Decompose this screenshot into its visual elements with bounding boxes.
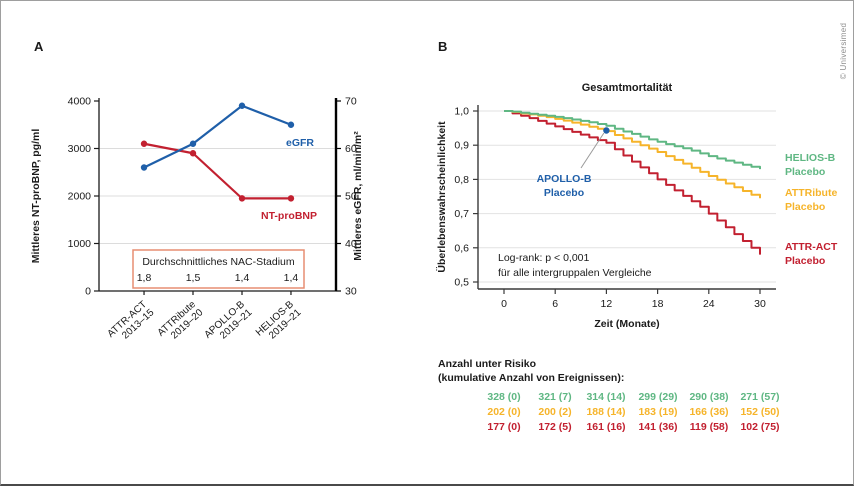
x-tick-label: 6 bbox=[552, 298, 558, 310]
legend-attribute: ATTRibute Placebo bbox=[785, 187, 837, 214]
panel-a-label: A bbox=[34, 39, 44, 54]
nac-stadium-value: 1,4 bbox=[284, 272, 299, 284]
risk-cell-ATTRibute-m24: 166 (36) bbox=[689, 406, 729, 418]
right-axis-title: Mittleres eGFR, ml/min/m² bbox=[352, 131, 364, 261]
left-tick-label: 2000 bbox=[68, 191, 92, 203]
left-tick-label: 1000 bbox=[68, 238, 92, 250]
panel-b-label: B bbox=[438, 39, 448, 54]
left-tick-label: 0 bbox=[85, 286, 91, 298]
series-point-eGFR bbox=[287, 121, 295, 128]
x-tick-label: 12 bbox=[601, 298, 613, 310]
series-point-NT-proBNP bbox=[140, 140, 148, 147]
y-tick-label: 0,6 bbox=[454, 242, 469, 254]
risk-cell-HELIOS-B-m18: 299 (29) bbox=[638, 391, 678, 403]
risk-cell-ATTR-ACT-m12: 161 (16) bbox=[586, 421, 626, 433]
chart-title: Gesamtmortalität bbox=[582, 82, 673, 94]
series-point-NT-proBNP bbox=[189, 150, 197, 157]
left-tick-label: 3000 bbox=[68, 143, 92, 155]
km-curve-ATTR-ACT bbox=[504, 110, 761, 255]
x-category-label: ATTRibute2019–20 bbox=[156, 299, 206, 347]
km-curve-ATTRibute bbox=[504, 110, 761, 199]
x-tick-label: 30 bbox=[754, 298, 766, 310]
series-point-eGFR bbox=[238, 102, 246, 109]
y-tick-label: 0,8 bbox=[454, 174, 469, 186]
legend-helios-b-placebo: Placebo bbox=[785, 165, 826, 178]
right-tick-label: 40 bbox=[345, 238, 357, 250]
x-tick-label: 0 bbox=[501, 298, 507, 310]
risk-cell-ATTRibute-m6: 200 (2) bbox=[538, 406, 572, 418]
left-axis-title: Mittleres NT-proBNP, pg/ml bbox=[30, 129, 42, 264]
risk-cell-ATTR-ACT-m30: 102 (75) bbox=[740, 421, 780, 433]
panel-b-chart: 1,0 0,9 0,8 0,7 0,6 0,5 0 6 12 18 24 30 Gesamtmortal… bbox=[435, 82, 776, 330]
y-tick-label: 0,9 bbox=[454, 140, 469, 152]
risk-cell-HELIOS-B-m24: 290 (38) bbox=[689, 391, 729, 403]
nac-stadium-box bbox=[132, 249, 305, 289]
left-tick-label: 4000 bbox=[68, 96, 92, 108]
risk-table-header-line2: (kumulative Anzahl von Ereignissen): bbox=[438, 372, 625, 384]
km-curve-HELIOS-B bbox=[504, 110, 761, 170]
x-axis-title: Zeit (Monate) bbox=[594, 318, 659, 330]
nac-stadium-title: Durchschnittliches NAC-Stadium bbox=[142, 256, 295, 268]
x-category-label: HELIOS-B2019–21 bbox=[254, 299, 304, 347]
x-tick-label: 24 bbox=[703, 298, 715, 310]
y-tick-label: 0,7 bbox=[454, 208, 469, 220]
log-rank-note: Log-rank: p < 0,001 bbox=[498, 252, 590, 264]
nac-stadium-value: 1,8 bbox=[137, 272, 152, 284]
right-tick-label: 60 bbox=[345, 143, 357, 155]
panel-a-chart: 0 1000 2000 3000 4000 30 40 50 60 70 ATTR-ACT2013–… bbox=[30, 96, 364, 349]
risk-cell-ATTRibute-m18: 183 (19) bbox=[638, 406, 678, 418]
legend-attr-act-name: ATTR-ACT bbox=[785, 241, 838, 253]
risk-cell-HELIOS-B-m0: 328 (0) bbox=[487, 391, 521, 403]
series-label-NT-proBNP: NT-proBNP bbox=[261, 210, 317, 222]
risk-cell-ATTR-ACT-m6: 172 (5) bbox=[538, 421, 572, 433]
x-category-label: APOLLO-B2019–21 bbox=[202, 299, 254, 349]
nac-stadium-value: 1,5 bbox=[186, 272, 201, 284]
right-tick-label: 30 bbox=[345, 286, 357, 298]
risk-cell-ATTRibute-m0: 202 (0) bbox=[487, 406, 521, 418]
series-line-NT-proBNP bbox=[143, 142, 291, 200]
log-rank-note: für alle intergruppalen Vergleiche bbox=[498, 267, 652, 279]
legend-helios-b-name: HELIOS-B bbox=[785, 152, 836, 164]
legend-attribute-name: ATTRibute bbox=[785, 187, 838, 199]
series-point-NT-proBNP bbox=[238, 195, 246, 202]
series-point-eGFR bbox=[140, 164, 148, 171]
copyright-text: © Universimed bbox=[839, 22, 848, 80]
risk-table: Anzahl unter Risiko (kumulative Anzahl v… bbox=[431, 358, 853, 450]
series-point-eGFR bbox=[189, 140, 197, 147]
apollo-b-annotation-label: Placebo bbox=[544, 187, 584, 199]
nac-stadium-value: 1,4 bbox=[235, 272, 250, 284]
x-category-label: ATTR-ACT2013–15 bbox=[105, 299, 156, 348]
y-tick-label: 1,0 bbox=[454, 106, 469, 118]
risk-cell-ATTR-ACT-m0: 177 (0) bbox=[487, 421, 521, 433]
y-tick-label: 0,5 bbox=[454, 277, 469, 289]
legend-attr-act-placebo: Placebo bbox=[785, 254, 826, 267]
y-axis-title: Überlebenswahrscheinlichkeit bbox=[435, 121, 448, 273]
right-tick-label: 50 bbox=[345, 191, 357, 203]
right-tick-label: 70 bbox=[345, 96, 357, 108]
risk-cell-ATTRibute-m12: 188 (14) bbox=[586, 406, 626, 418]
series-label-eGFR: eGFR bbox=[286, 137, 314, 149]
risk-cell-ATTR-ACT-m18: 141 (36) bbox=[638, 421, 678, 433]
apollo-b-point bbox=[603, 127, 610, 134]
x-tick-label: 18 bbox=[652, 298, 664, 310]
legend-attr-act: ATTR-ACT Placebo bbox=[785, 241, 837, 268]
series-line-eGFR bbox=[143, 104, 292, 169]
risk-cell-ATTRibute-m30: 152 (50) bbox=[740, 406, 780, 418]
risk-cell-HELIOS-B-m30: 271 (57) bbox=[740, 391, 780, 403]
series-point-NT-proBNP bbox=[287, 195, 295, 202]
risk-cell-HELIOS-B-m12: 314 (14) bbox=[586, 391, 626, 403]
annotation-leader-line bbox=[580, 132, 605, 169]
risk-table-header-line1: Anzahl unter Risiko bbox=[438, 358, 537, 370]
legend-attribute-placebo: Placebo bbox=[785, 200, 826, 213]
apollo-b-annotation-label: APOLLO-B bbox=[537, 173, 592, 185]
risk-cell-HELIOS-B-m6: 321 (7) bbox=[538, 391, 572, 403]
legend-helios-b: HELIOS-B Placebo bbox=[785, 152, 835, 179]
risk-cell-ATTR-ACT-m24: 119 (58) bbox=[689, 421, 729, 433]
